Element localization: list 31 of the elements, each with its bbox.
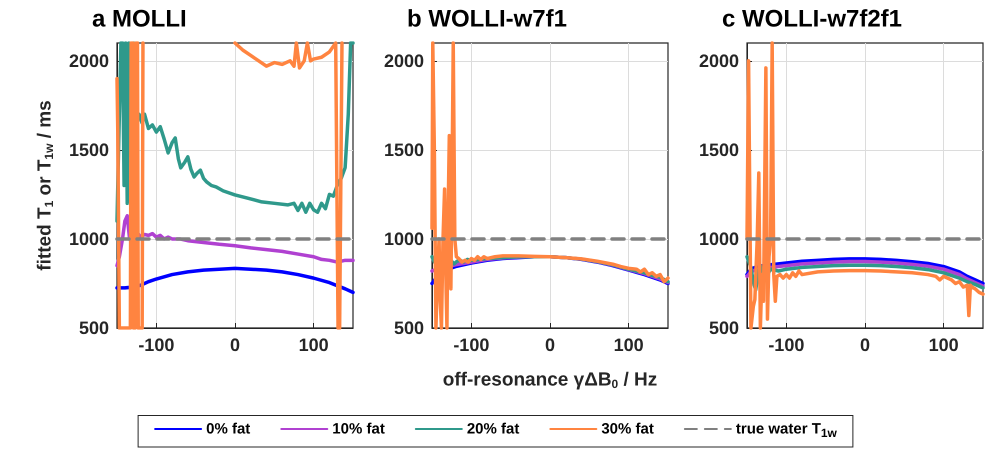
chart-title: b WOLLI-w7f1: [407, 6, 567, 32]
y-tick-label: 500: [394, 318, 424, 338]
y-axis-title: fitted T1 or T1w / ms: [34, 100, 56, 271]
x-tick-label: 100: [298, 335, 329, 355]
y-tick-label: 500: [78, 318, 109, 338]
y-tick-label: 500: [708, 318, 739, 338]
line-series: [745, 41, 985, 330]
legend-label: 10% fat: [332, 420, 385, 438]
x-tick-label: 0: [230, 335, 240, 355]
x-tick-label: -100: [453, 335, 490, 355]
y-tick-label: 1000: [698, 228, 739, 249]
x-tick-label: 100: [928, 335, 959, 355]
y-tick-label: 2000: [384, 50, 424, 71]
y-tick-label: 1500: [384, 140, 424, 160]
y-tick-label: 2000: [68, 50, 109, 71]
y-tick-label: 1000: [68, 228, 109, 249]
x-tick-label: 0: [544, 335, 556, 355]
x-tick-label: 0: [860, 335, 870, 355]
y-tick-label: 1000: [384, 228, 424, 249]
y-tick-label: 2000: [698, 50, 739, 71]
x-tick-label: -100: [768, 335, 804, 355]
y-tick-label: 1500: [698, 140, 739, 160]
chart-title: a MOLLI: [92, 6, 187, 32]
legend-label: 30% fat: [601, 420, 654, 438]
legend-label: 0% fat: [206, 420, 250, 438]
x-tick-label: 100: [614, 335, 644, 355]
chart-title: c WOLLI-w7f2f1: [722, 6, 902, 32]
legend-label: 20% fat: [466, 420, 520, 438]
line-series: [430, 41, 670, 330]
x-tick-label: -100: [138, 335, 174, 355]
y-tick-label: 1500: [68, 140, 109, 160]
